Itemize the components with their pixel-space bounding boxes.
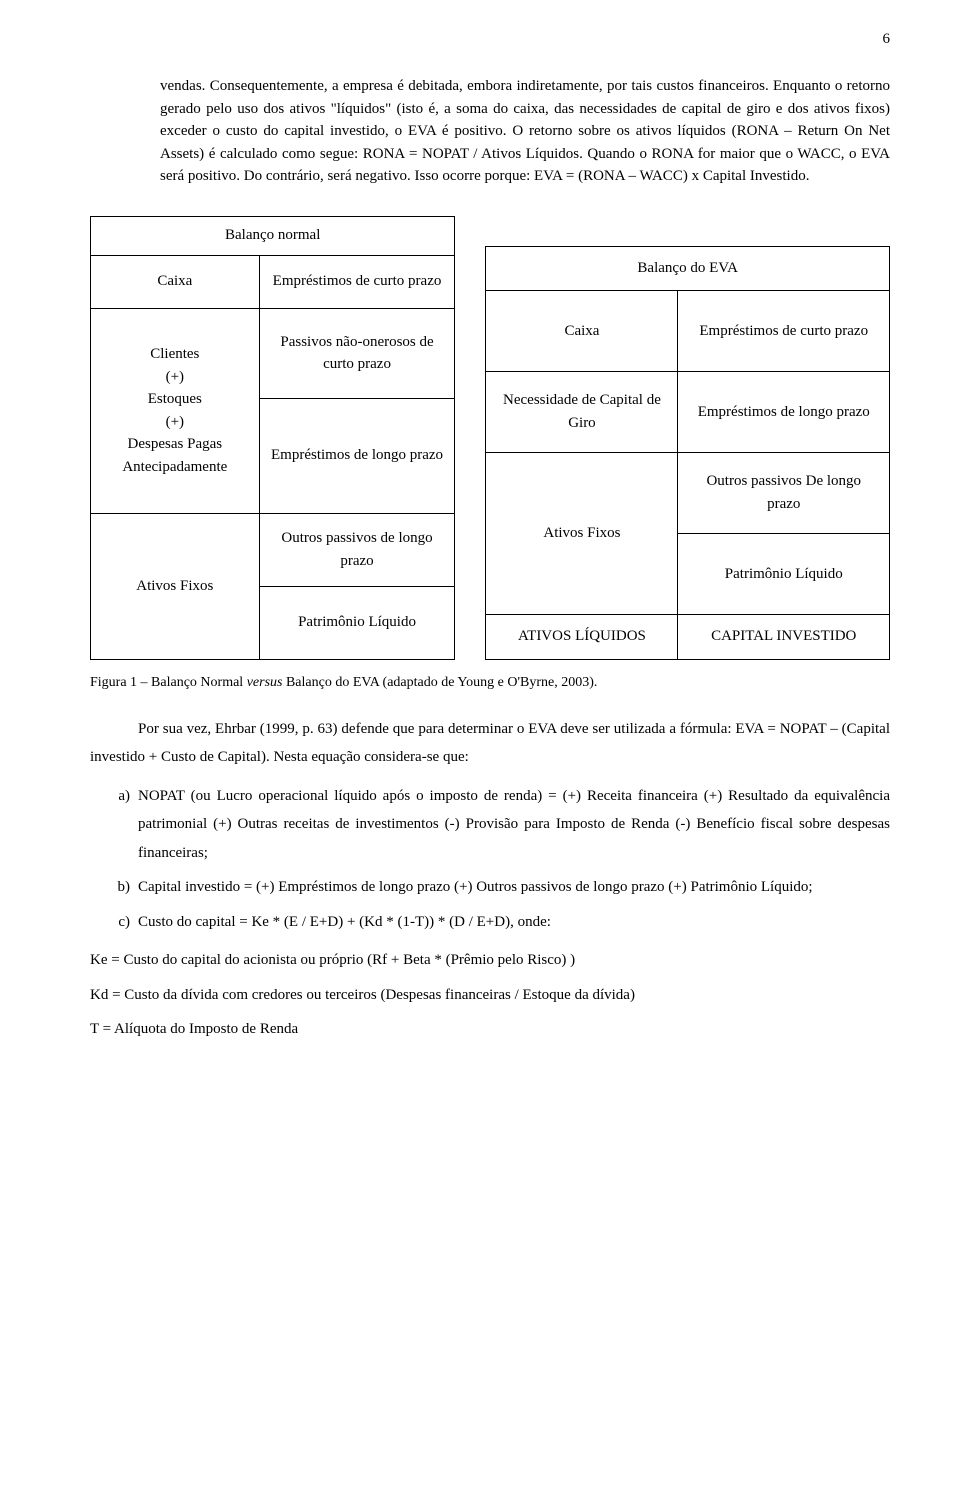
right-emp-curto: Empréstimos de curto prazo (678, 290, 890, 371)
right-outros-passivos: Outros passivos De longo prazo (678, 452, 890, 533)
list-item-a: a) NOPAT (ou Lucro operacional líquido a… (90, 782, 890, 868)
post-list-lines: Ke = Custo do capital do acionista ou pr… (90, 946, 890, 1044)
list-label-c: c) (90, 908, 138, 937)
right-capital-investido: CAPITAL INVESTIDO (678, 614, 890, 659)
intro-paragraph: vendas. Consequentemente, a empresa é de… (160, 75, 890, 188)
right-balance-table: Balanço do EVA Caixa Empréstimos de curt… (485, 246, 890, 660)
left-caixa: Caixa (91, 255, 260, 308)
paragraph-ehrbar: Por sua vez, Ehrbar (1999, p. 63) defend… (90, 715, 890, 772)
line-kd: Kd = Custo da dívida com credores ou ter… (90, 981, 890, 1010)
page-number: 6 (883, 28, 891, 51)
right-necessidade: Necessidade de Capital de Giro (486, 371, 678, 452)
right-header: Balanço do EVA (486, 246, 890, 290)
right-patrimonio: Patrimônio Líquido (678, 533, 890, 614)
right-emp-longo: Empréstimos de longo prazo (678, 371, 890, 452)
right-caixa: Caixa (486, 290, 678, 371)
left-balance-table: Balanço normal Caixa Empréstimos de curt… (90, 216, 455, 660)
left-clientes-block: Clientes (+) Estoques (+) Despesas Pagas… (91, 308, 260, 513)
left-emp-curto: Empréstimos de curto prazo (259, 255, 455, 308)
list-item-c: c) Custo do capital = Ke * (E / E+D) + (… (90, 908, 890, 937)
line-t: T = Alíquota do Imposto de Renda (90, 1015, 890, 1044)
definition-list: a) NOPAT (ou Lucro operacional líquido a… (90, 782, 890, 937)
list-text-c: Custo do capital = Ke * (E / E+D) + (Kd … (138, 908, 890, 937)
balance-diagram: Balanço normal Caixa Empréstimos de curt… (90, 216, 890, 660)
left-ativos-fixos: Ativos Fixos (91, 513, 260, 659)
right-ativos-fixos: Ativos Fixos (486, 452, 678, 614)
list-text-b: Capital investido = (+) Empréstimos de l… (138, 873, 890, 902)
list-label-a: a) (90, 782, 138, 868)
left-outros-passivos: Outros passivos de longo prazo (259, 513, 455, 586)
list-text-a: NOPAT (ou Lucro operacional líquido após… (138, 782, 890, 868)
list-item-b: b) Capital investido = (+) Empréstimos d… (90, 873, 890, 902)
right-ativos-liquidos: ATIVOS LÍQUIDOS (486, 614, 678, 659)
left-passivos-nao-onerosos: Passivos não-onerosos de curto prazo (259, 308, 455, 398)
left-header: Balanço normal (91, 216, 455, 255)
left-patrimonio: Patrimônio Líquido (259, 586, 455, 659)
line-ke: Ke = Custo do capital do acionista ou pr… (90, 946, 890, 975)
left-emp-longo: Empréstimos de longo prazo (259, 398, 455, 513)
list-label-b: b) (90, 873, 138, 902)
figure-caption: Figura 1 – Balanço Normal versus Balanço… (90, 672, 890, 693)
